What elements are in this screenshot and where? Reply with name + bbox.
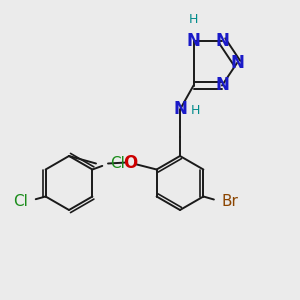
Text: N: N bbox=[173, 100, 187, 118]
Text: Br: Br bbox=[221, 194, 238, 208]
Text: Cl: Cl bbox=[13, 194, 28, 208]
Text: N: N bbox=[230, 54, 244, 72]
Text: H: H bbox=[191, 104, 200, 117]
Text: Cl: Cl bbox=[110, 156, 125, 171]
Text: H: H bbox=[189, 13, 198, 26]
Text: N: N bbox=[187, 32, 200, 50]
Text: N: N bbox=[215, 32, 229, 50]
Text: O: O bbox=[123, 154, 138, 172]
Text: N: N bbox=[215, 76, 229, 94]
